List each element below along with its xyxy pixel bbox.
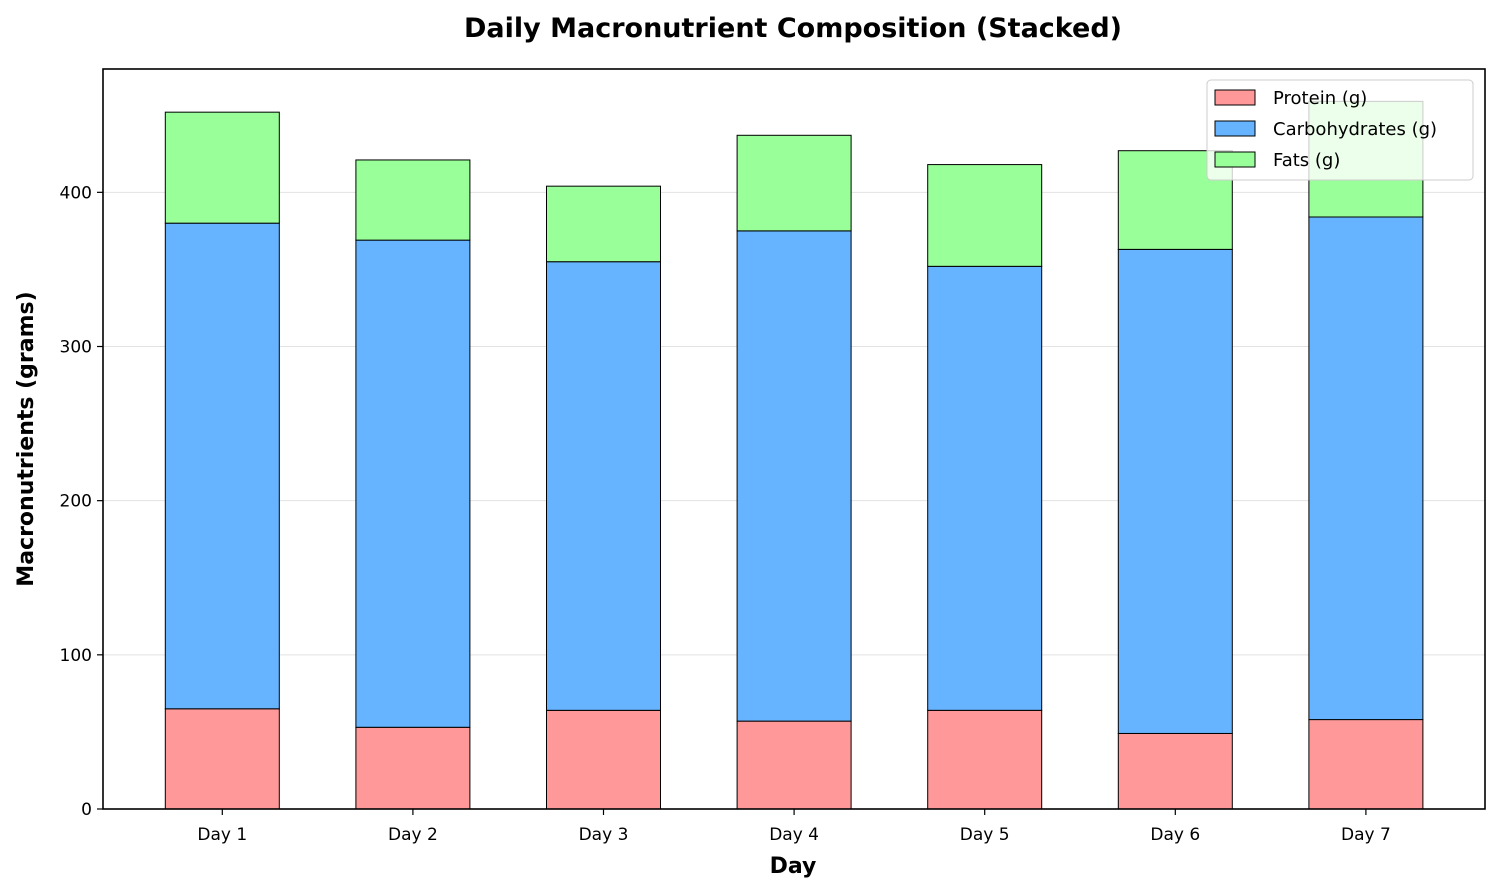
x-axis-label: Day — [770, 854, 817, 879]
x-tick-label: Day 5 — [960, 825, 1010, 845]
x-tick-label: Day 6 — [1150, 825, 1200, 845]
legend-label: Carbohydrates (g) — [1273, 119, 1437, 140]
chart-title: Daily Macronutrient Composition (Stacked… — [464, 13, 1122, 44]
x-tick-label: Day 2 — [388, 825, 438, 845]
x-tick-label: Day 4 — [769, 825, 819, 845]
bar-segment — [546, 185, 661, 263]
bar-segment — [1117, 248, 1233, 734]
y-tick-label: 0 — [81, 800, 92, 820]
y-tick-label: 300 — [60, 338, 92, 358]
bar-segment — [1117, 732, 1233, 810]
plot-area: Day 1 Day 2 Day 3 Day 4 Day 5 Day 6 Day 7 0 100 2… — [60, 68, 1486, 845]
legend-label: Fats (g) — [1273, 150, 1340, 171]
bar-segment — [736, 230, 852, 722]
bar-segment — [355, 726, 471, 810]
bar-segment — [1308, 719, 1424, 810]
legend-swatch — [1214, 120, 1256, 137]
y-tick-label: 100 — [60, 646, 92, 666]
bar-segment — [164, 111, 280, 224]
bar-segment — [927, 709, 1043, 810]
legend-box — [1206, 79, 1474, 181]
bar-segment — [164, 708, 280, 810]
x-tick-label: Day 3 — [579, 825, 629, 845]
plot-frame — [102, 68, 1486, 810]
y-axis-label: Macronutrients (grams) — [14, 291, 39, 586]
legend-swatch — [1214, 89, 1256, 106]
bar-segment — [736, 134, 852, 232]
legend-label: Protein (g) — [1273, 88, 1367, 109]
bar-segment — [927, 265, 1043, 711]
x-tick-label: Day 1 — [197, 825, 247, 845]
bar-segment — [355, 159, 471, 241]
bar-segment — [1308, 216, 1424, 721]
x-tick-label: Day 7 — [1341, 825, 1391, 845]
bar-segment — [546, 261, 661, 711]
y-tick-label: 400 — [60, 183, 92, 203]
bar-segment — [164, 222, 280, 710]
legend-swatch — [1214, 151, 1256, 168]
bar-segment — [736, 720, 852, 810]
bar-segment — [927, 164, 1043, 267]
bar-segment — [355, 239, 471, 728]
legend: Protein (g) Carbohydrates (g) Fats (g) — [1206, 79, 1474, 181]
y-tick-label: 200 — [60, 492, 92, 512]
bar-segment — [546, 709, 661, 810]
